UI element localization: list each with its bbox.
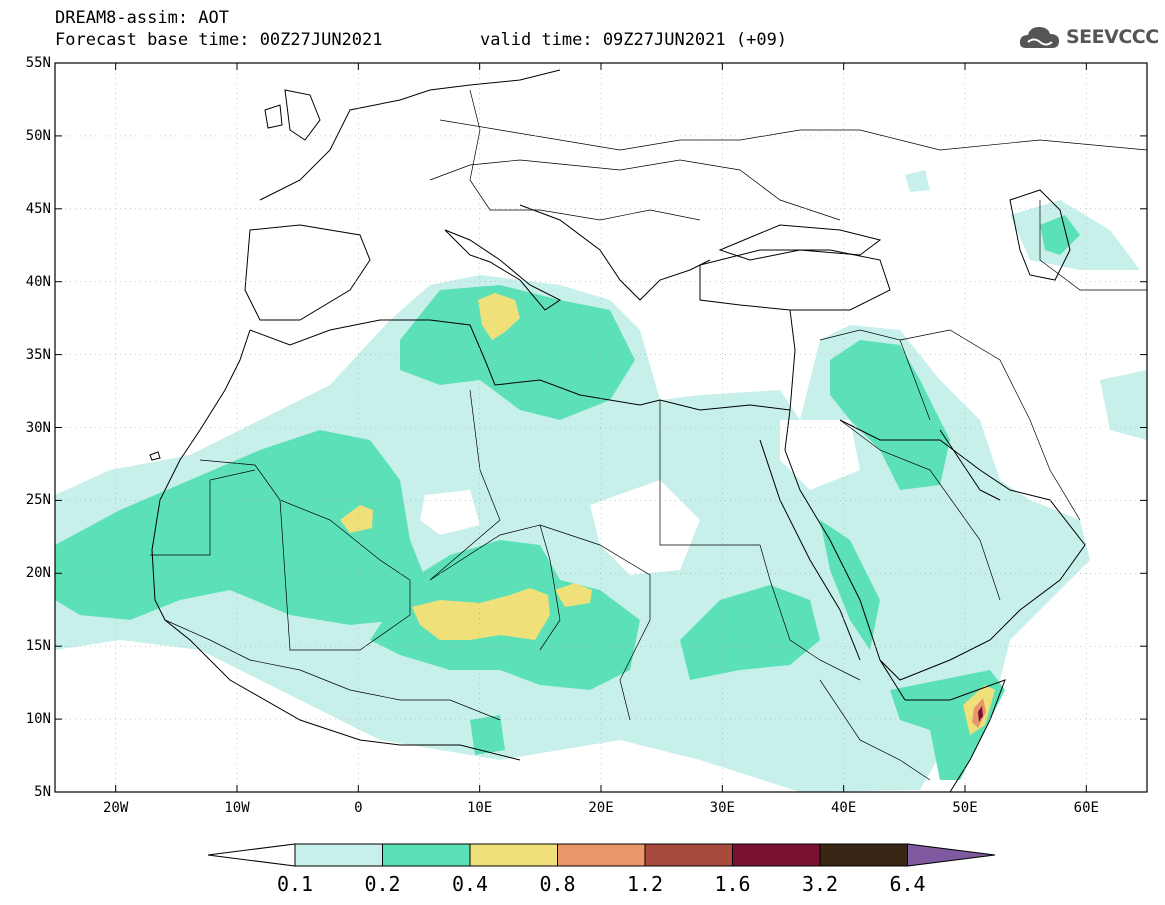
border-ethiopia-somalia (819, 679, 931, 781)
lat-label: 20N (25, 565, 51, 582)
forecast-base-time: Forecast base time: 00Z27JUN2021 (55, 30, 383, 50)
lon-label: 60E (1073, 800, 1099, 816)
coast-canaries (149, 451, 161, 461)
lat-label: 45N (25, 200, 51, 217)
lat-label: 50N (25, 127, 51, 144)
aot-band-04-algeria (340, 505, 373, 533)
coast-horn (905, 679, 1006, 792)
aot-band-04-chad (555, 583, 592, 607)
political-borders (150, 89, 1147, 781)
aot-band-02-sudan (680, 585, 820, 680)
aot-band-02-redsea (820, 520, 880, 650)
lat-label: 40N (25, 273, 51, 290)
colorbar-label: 0.4 (451, 872, 489, 896)
border-algeria-libya (429, 389, 501, 581)
coast-red-sea-west (759, 439, 861, 661)
border-europe-1 (429, 159, 841, 221)
lon-label: 20E (588, 800, 614, 816)
cloud-logo-icon (1019, 27, 1059, 48)
border-west-africa (164, 619, 501, 721)
aot-clear-2 (590, 480, 700, 575)
aot-band-02-tunisia (400, 285, 635, 420)
seevccc-logo: SEEVCCC (1018, 22, 1159, 52)
aot-clear-1 (420, 490, 480, 535)
aot-band-16-somalia (978, 706, 983, 722)
colorbar-label: 1.2 (626, 872, 664, 896)
lat-label: 15N (25, 638, 51, 655)
coast-anatolia (699, 249, 891, 311)
coast-britain (284, 89, 321, 141)
aot-band-01-east (1100, 370, 1147, 440)
colorbar-label: 6.4 (889, 872, 926, 896)
coastlines (149, 69, 1086, 792)
lon-label: 40E (831, 800, 857, 816)
coast-gulf (939, 429, 1001, 501)
border-morocco (199, 459, 411, 581)
lon-label: 50E (952, 800, 978, 816)
aot-band-02-west (55, 430, 430, 625)
lon-label: 10E (467, 800, 493, 816)
colorbar-label: 0.2 (364, 872, 401, 896)
lat-label: 55N (25, 55, 51, 71)
aot-band-02-caspian (1040, 215, 1080, 255)
colorbar-label: 0.8 (539, 872, 576, 896)
border-saudi (839, 419, 1001, 601)
border-mali (279, 499, 411, 651)
coast-atlantic-africa (151, 329, 521, 761)
aot-band-01 (55, 275, 1090, 792)
border-iran (899, 329, 1081, 521)
coast-levant-redsea (784, 309, 906, 701)
coast-iberia (244, 224, 371, 321)
lat-label: 5N (34, 784, 51, 800)
lat-label: 10N (25, 711, 51, 728)
map-title: DREAM8-assim: AOT (55, 8, 229, 28)
lon-label: 10W (224, 800, 250, 816)
lon-label: 20W (103, 800, 129, 816)
aot-band-04-niger (412, 588, 550, 640)
colorbar-label: 1.6 (714, 872, 751, 896)
coast-balkans-greece (519, 204, 711, 301)
coast-nw-africa (249, 319, 791, 411)
coast-italy (444, 229, 561, 311)
coast-europe-north (259, 69, 561, 201)
colorbar-label: 0.1 (276, 872, 314, 896)
aot-band-04-tunisia (478, 293, 520, 340)
aot-band-02-iraq (830, 340, 950, 490)
border-libya-egypt (659, 400, 760, 546)
lat-label: 25N (25, 492, 51, 509)
coast-black-sea (718, 224, 882, 261)
aot-clear-3 (780, 420, 860, 490)
aot-band-01-north (905, 170, 930, 192)
lon-label: 0 (354, 800, 363, 816)
aot-band-02-west-africa (470, 715, 505, 755)
border-niger-chad (429, 524, 561, 651)
valid-time: valid time: 09Z27JUN2021 (+09) (480, 30, 788, 50)
coast-ireland (264, 104, 283, 129)
lat-label: 35N (25, 346, 51, 363)
coast-arabia (839, 419, 1086, 681)
border-europe-3 (469, 89, 701, 221)
border-sudan-ethiopia (759, 544, 861, 681)
border-mauritania (150, 469, 256, 556)
border-central-asia (1039, 200, 1147, 291)
axis-ticks (55, 62, 1147, 793)
logo-text: SEEVCCC (1066, 26, 1159, 48)
border-europe-2 (439, 119, 1147, 151)
lon-label: 30E (709, 800, 735, 816)
coast-caspian (1009, 189, 1071, 281)
colorbar-label: 3.2 (801, 872, 839, 896)
aot-field (55, 170, 1147, 792)
lat-label: 30N (25, 419, 51, 436)
border-sudan-chad (539, 524, 651, 721)
border-iraq (819, 329, 931, 421)
